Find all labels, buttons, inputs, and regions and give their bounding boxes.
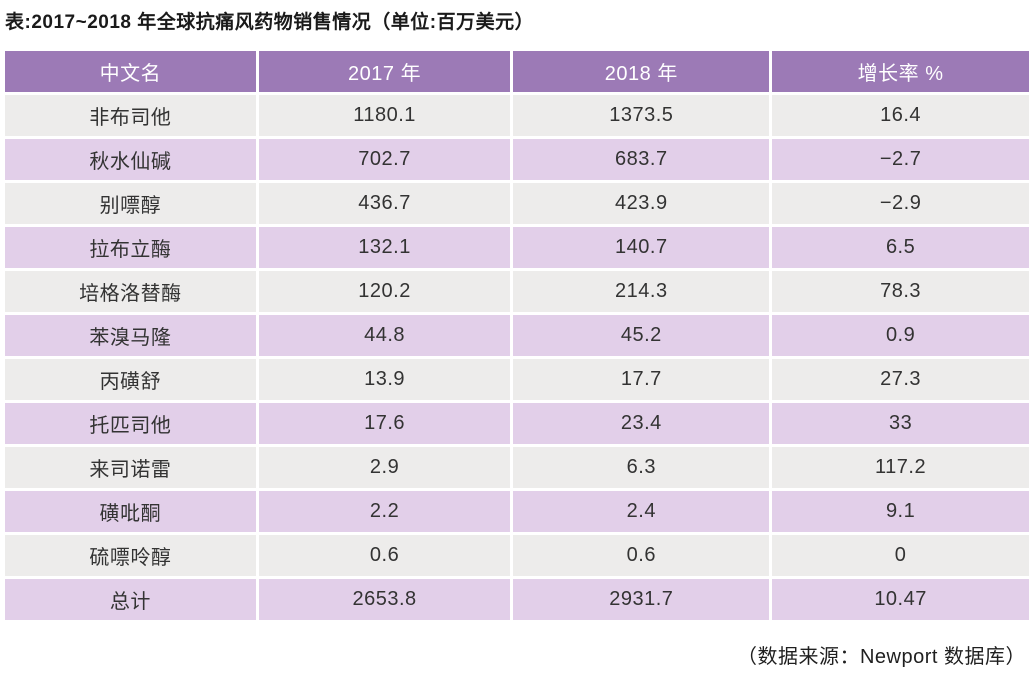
cell-name: 培格洛替酶 [5,271,256,312]
cell-y2017: 132.1 [258,227,511,268]
cell-y2017: 17.6 [258,403,511,444]
cell-y2018: 17.7 [513,359,770,400]
column-header-2017: 2017 年 [258,51,511,92]
cell-name: 磺吡酮 [5,491,256,532]
cell-y2018: 45.2 [513,315,770,356]
table-row: 来司诺雷 2.9 6.3 117.2 [5,447,1029,488]
cell-y2017: 2.2 [258,491,511,532]
cell-growth: 0.9 [772,315,1029,356]
data-source-note: （数据来源：Newport 数据库） [736,646,1026,668]
cell-y2017: 0.6 [258,535,511,576]
table-row: 硫嘌呤醇 0.6 0.6 0 [5,535,1029,576]
table-row: 秋水仙碱 702.7 683.7 −2.7 [5,139,1029,180]
page-title: 表:2017~2018 年全球抗痛风药物销售情况（单位:百万美元） [5,12,535,33]
cell-name: 丙磺舒 [5,359,256,400]
cell-y2018: 23.4 [513,403,770,444]
cell-growth: 0 [772,535,1029,576]
sales-table: 中文名 2017 年 2018 年 增长率 % 非布司他 1180.1 1373.5… [2,48,1032,623]
table-row: 培格洛替酶 120.2 214.3 78.3 [5,271,1029,312]
column-header-growth: 增长率 % [772,51,1029,92]
cell-y2018: 1373.5 [513,95,770,136]
cell-growth: 16.4 [772,95,1029,136]
cell-y2017: 13.9 [258,359,511,400]
table-row: 磺吡酮 2.2 2.4 9.1 [5,491,1029,532]
cell-name: 总计 [5,579,256,620]
cell-y2017: 1180.1 [258,95,511,136]
cell-y2017: 2653.8 [258,579,511,620]
table-row: 拉布立酶 132.1 140.7 6.5 [5,227,1029,268]
table-body: 非布司他 1180.1 1373.5 16.4 秋水仙碱 702.7 683.7 −2.7 别嘌… [5,95,1029,620]
cell-name: 苯溴马隆 [5,315,256,356]
cell-growth: 78.3 [772,271,1029,312]
cell-y2018: 0.6 [513,535,770,576]
table-row: 丙磺舒 13.9 17.7 27.3 [5,359,1029,400]
column-header-2018: 2018 年 [513,51,770,92]
cell-growth: −2.9 [772,183,1029,224]
cell-y2017: 2.9 [258,447,511,488]
cell-y2017: 44.8 [258,315,511,356]
cell-y2017: 702.7 [258,139,511,180]
cell-name: 别嘌醇 [5,183,256,224]
cell-y2018: 214.3 [513,271,770,312]
table-row: 非布司他 1180.1 1373.5 16.4 [5,95,1029,136]
table-row: 别嘌醇 436.7 423.9 −2.9 [5,183,1029,224]
cell-y2018: 2.4 [513,491,770,532]
cell-y2018: 683.7 [513,139,770,180]
cell-y2017: 436.7 [258,183,511,224]
cell-growth: 117.2 [772,447,1029,488]
table-header-row: 中文名 2017 年 2018 年 增长率 % [5,51,1029,92]
table-row-total: 总计 2653.8 2931.7 10.47 [5,579,1029,620]
cell-growth: −2.7 [772,139,1029,180]
cell-y2018: 6.3 [513,447,770,488]
column-header-name: 中文名 [5,51,256,92]
cell-growth: 9.1 [772,491,1029,532]
cell-y2018: 423.9 [513,183,770,224]
table-row: 苯溴马隆 44.8 45.2 0.9 [5,315,1029,356]
cell-growth: 10.47 [772,579,1029,620]
cell-growth: 33 [772,403,1029,444]
cell-name: 来司诺雷 [5,447,256,488]
cell-y2018: 140.7 [513,227,770,268]
cell-name: 硫嘌呤醇 [5,535,256,576]
cell-y2018: 2931.7 [513,579,770,620]
cell-name: 非布司他 [5,95,256,136]
cell-name: 托匹司他 [5,403,256,444]
cell-growth: 6.5 [772,227,1029,268]
table-header: 中文名 2017 年 2018 年 增长率 % [5,51,1029,92]
cell-y2017: 120.2 [258,271,511,312]
cell-name: 秋水仙碱 [5,139,256,180]
table-row: 托匹司他 17.6 23.4 33 [5,403,1029,444]
cell-growth: 27.3 [772,359,1029,400]
cell-name: 拉布立酶 [5,227,256,268]
